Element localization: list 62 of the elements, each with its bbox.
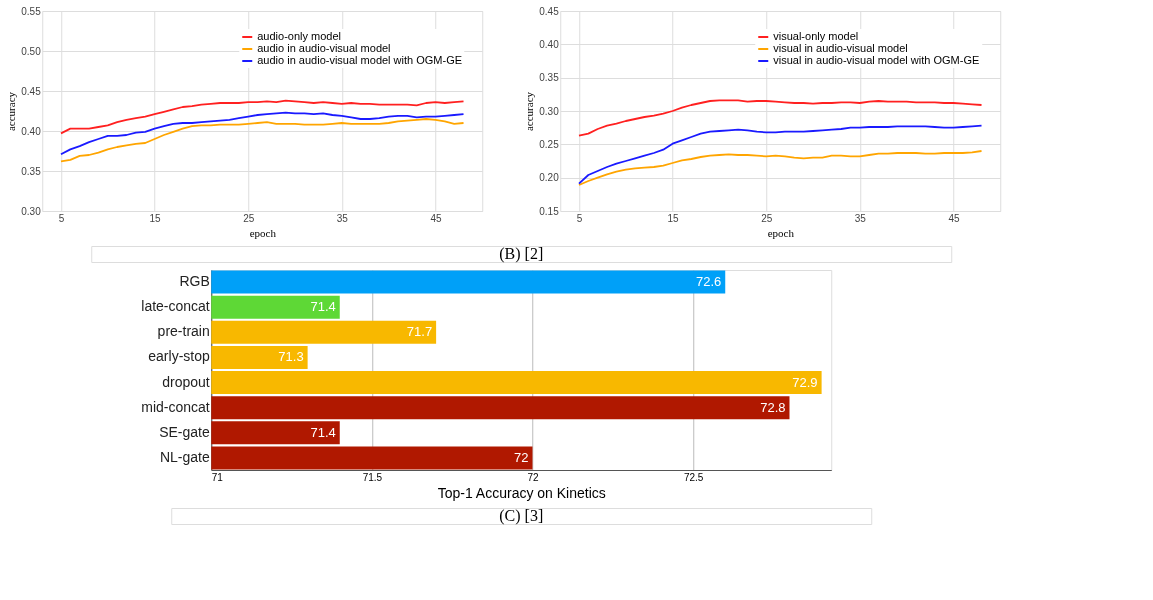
y-tick-label: SE-gate (159, 423, 210, 440)
line-series (60, 118, 465, 163)
y-tick-label: pre-train (157, 323, 210, 340)
y-tick-label: 0.45 (539, 5, 560, 17)
x-tick-label: 15 (149, 212, 162, 224)
x-tick-label: 5 (576, 212, 583, 224)
y-tick-label: RGB (179, 273, 210, 290)
line-series (578, 99, 983, 137)
y-tick-label: mid-concat (141, 398, 210, 415)
y-tick-label: dropout (162, 373, 210, 390)
x-tick-label: 71.5 (362, 471, 383, 483)
y-tick-label: 0.15 (539, 205, 560, 217)
x-tick-label: 25 (761, 212, 773, 224)
x-tick-label: 15 (667, 212, 680, 224)
x-axis-title: epoch (767, 226, 795, 239)
line-series (578, 150, 983, 186)
x-tick-label: 5 (58, 212, 65, 224)
y-tick-label: 0.50 (21, 45, 42, 57)
data-label: 71.7 (406, 324, 433, 340)
data-label: 72.8 (760, 399, 786, 415)
y-tick-label: 0.40 (539, 38, 560, 50)
y-tick-label: 0.25 (539, 138, 560, 150)
y-tick-label: 0.35 (21, 165, 42, 177)
legend-label: audio in audio-visual model (257, 42, 391, 54)
x-tick-label: 25 (243, 212, 255, 224)
y-tick-label: late-concat (141, 298, 210, 315)
x-tick-label: 35 (854, 212, 867, 224)
y-tick-label: 0.30 (21, 205, 42, 217)
line-series (60, 99, 465, 135)
y-tick-label: NL-gate (159, 448, 210, 465)
y-tick-label: 0.40 (21, 125, 42, 137)
x-tick-label: 45 (948, 212, 960, 224)
y-tick-label: 0.20 (539, 172, 560, 184)
legend-label: audio in audio-visual model with OGM-GE (257, 54, 463, 66)
y-tick-label: 0.55 (21, 5, 42, 17)
data-label: 71.4 (310, 299, 336, 315)
x-axis-title: epoch (249, 226, 277, 239)
line-series (578, 124, 983, 185)
text: (C) [3] (499, 507, 544, 525)
y-axis-title: accuracy (523, 91, 536, 132)
x-tick-label: 35 (336, 212, 349, 224)
x-axis-title: Top-1 Accuracy on Kinetics (437, 484, 606, 501)
y-tick-label: early-stop (148, 348, 210, 365)
x-tick-label: 72.5 (683, 471, 704, 483)
data-label: 71.3 (278, 349, 304, 365)
legend-label: visual in audio-visual model (773, 42, 908, 54)
x-tick-label: 71 (211, 471, 224, 483)
data-label: 72.6 (695, 274, 722, 290)
data-label: 72 (514, 449, 529, 465)
legend-label: audio-only model (257, 30, 342, 42)
text: (B) [2] (499, 245, 544, 263)
legend-label: visual in audio-visual model with OGM-GE (773, 54, 980, 66)
y-axis-title: accuracy (5, 91, 18, 132)
y-tick-label: 0.30 (539, 105, 560, 117)
data-label: 72.9 (792, 374, 818, 390)
line-series (60, 111, 465, 156)
x-tick-label: 45 (430, 212, 442, 224)
x-tick-label: 72 (527, 471, 539, 483)
y-tick-label: 0.35 (539, 72, 560, 84)
data-label: 71.4 (310, 424, 336, 440)
y-tick-label: 0.45 (21, 85, 42, 97)
legend-label: visual-only model (773, 30, 859, 42)
